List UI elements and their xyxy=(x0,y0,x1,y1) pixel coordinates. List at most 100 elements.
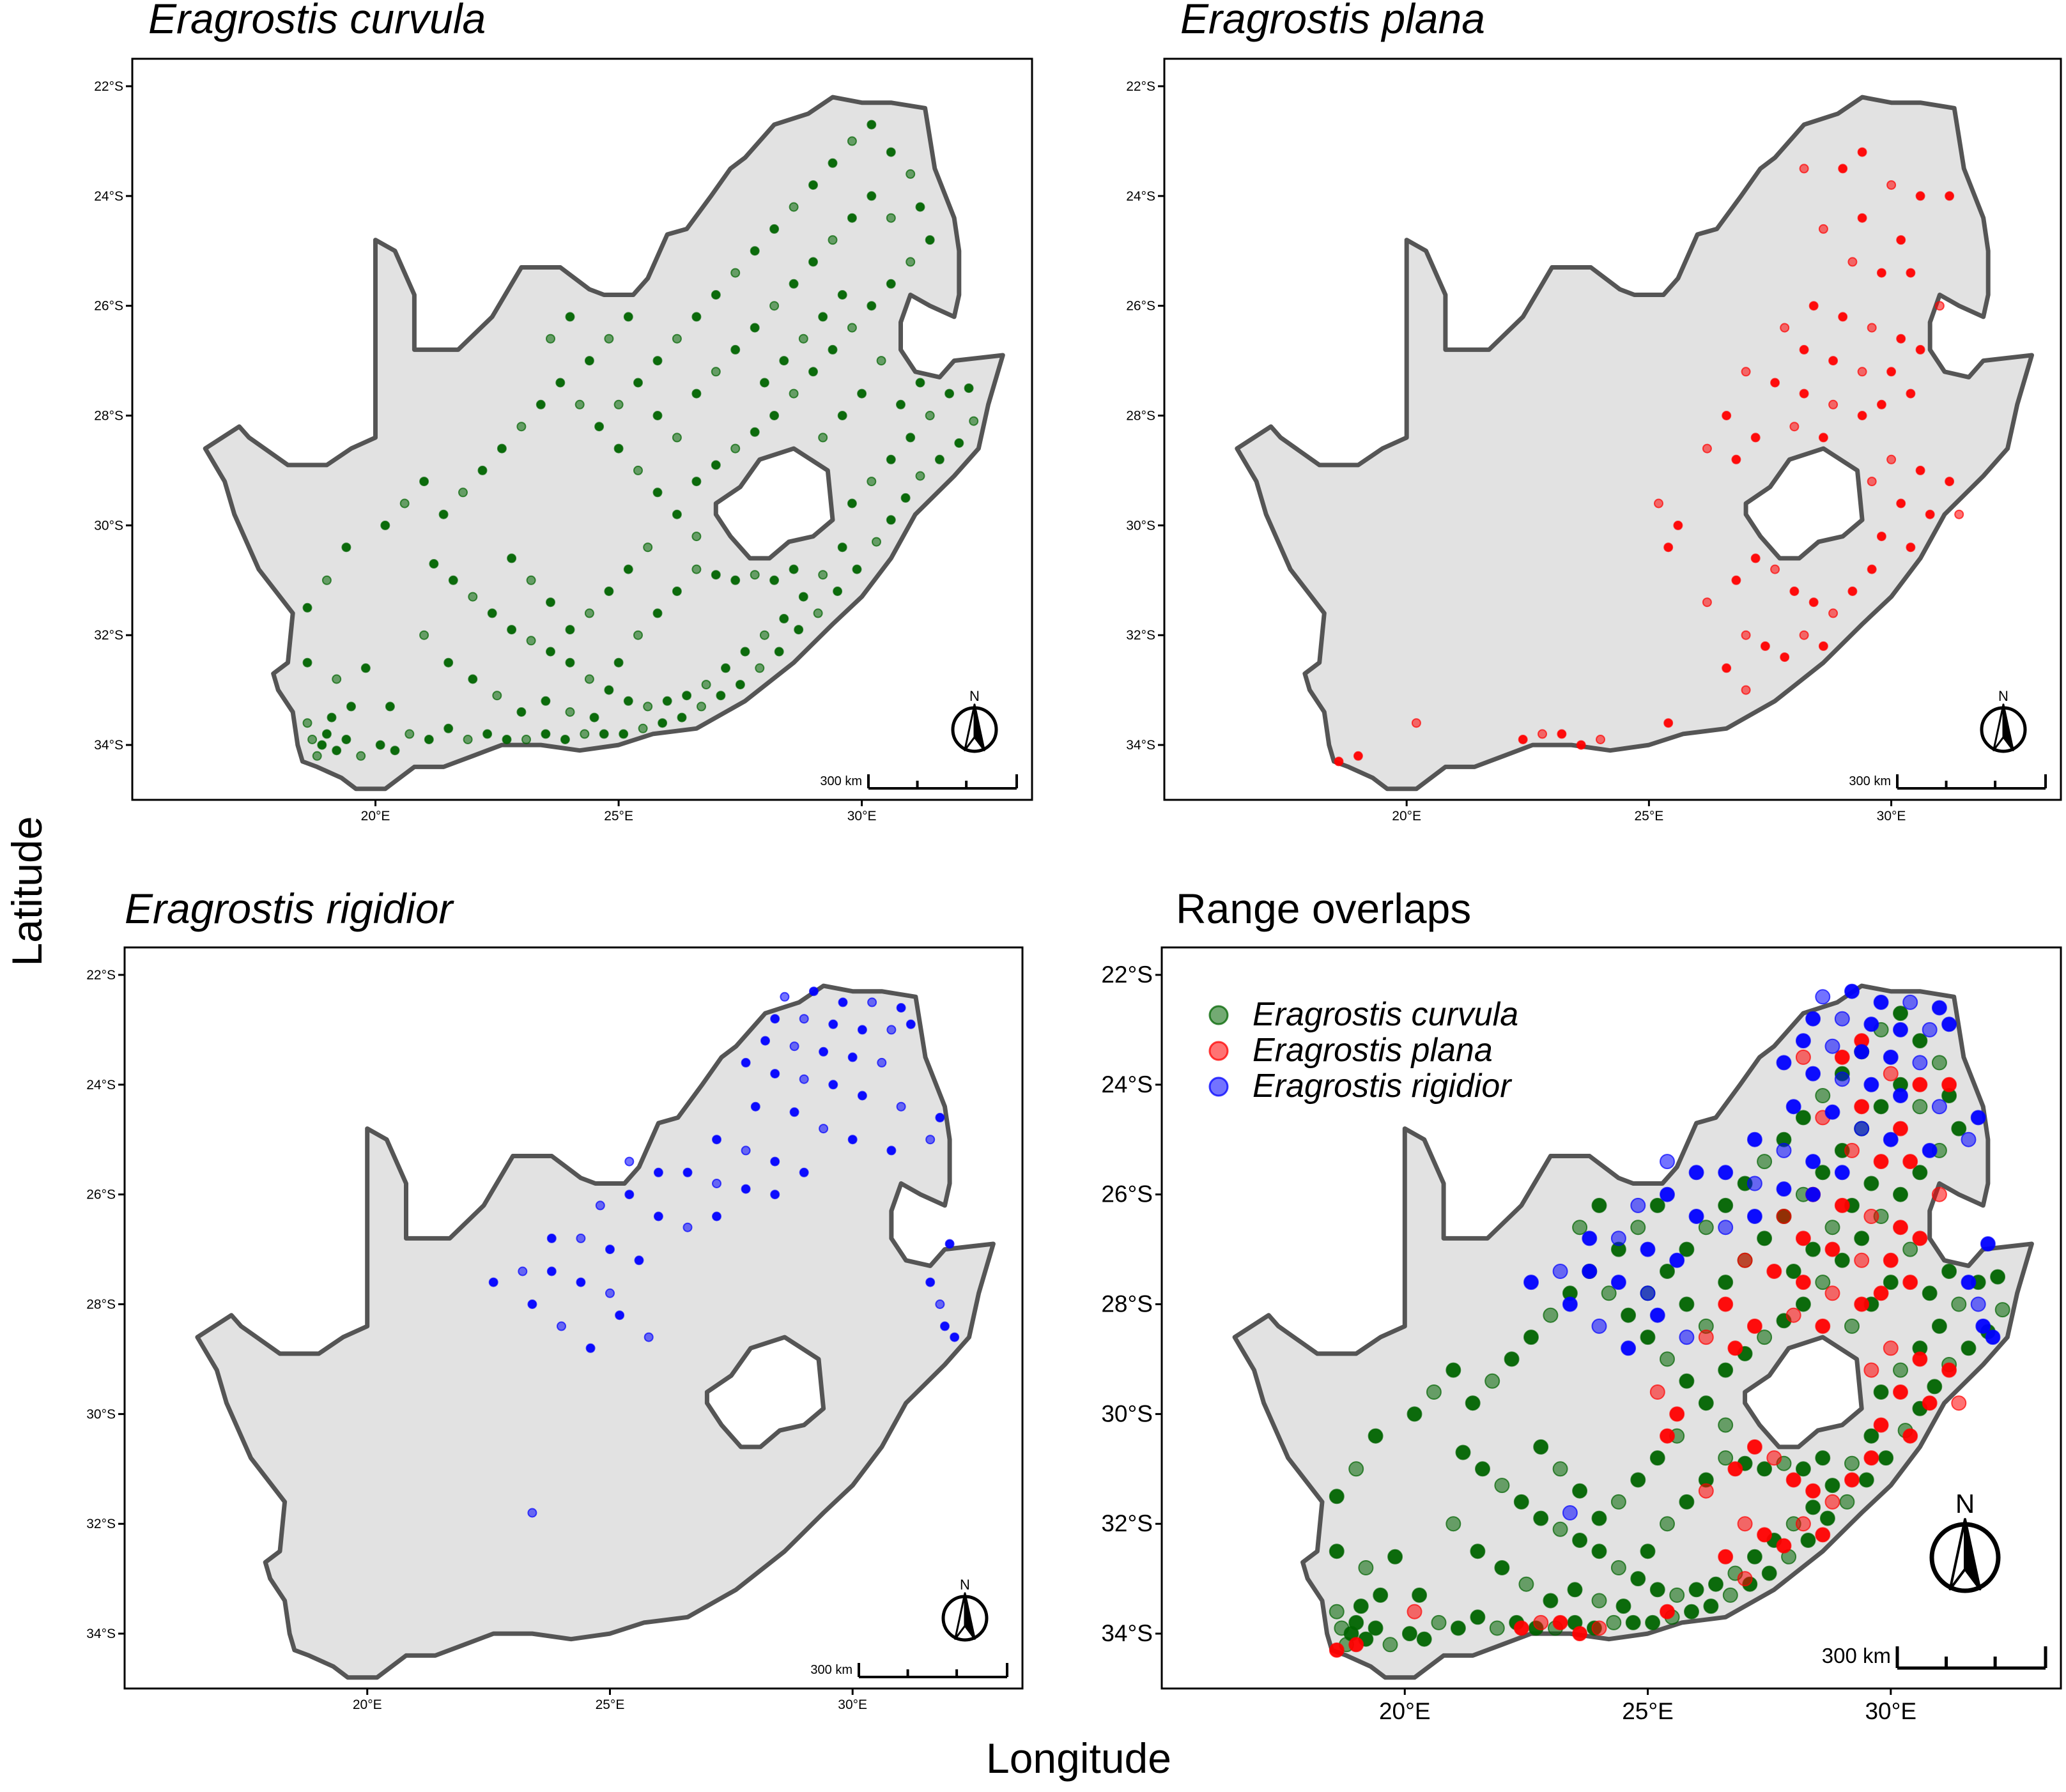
occurrence-point xyxy=(1854,1121,1870,1137)
occurrence-point xyxy=(896,399,906,410)
y-tick-label: 26°S xyxy=(1101,1181,1153,1207)
scale-bar-label: 300 km xyxy=(820,774,862,788)
occurrence-point xyxy=(906,169,916,179)
occurrence-point xyxy=(808,986,819,997)
occurrence-point xyxy=(730,344,741,355)
occurrence-point xyxy=(1863,1428,1879,1444)
occurrence-point xyxy=(1329,1489,1345,1505)
occurrence-point xyxy=(595,1200,605,1211)
x-tick-label: 30°E xyxy=(838,1697,867,1712)
occurrence-point xyxy=(507,553,517,563)
occurrence-point xyxy=(487,608,497,618)
occurrence-point xyxy=(1445,1516,1461,1532)
occurrence-point xyxy=(1828,608,1839,618)
occurrence-point xyxy=(1883,1252,1899,1268)
occurrence-point xyxy=(1576,740,1586,750)
occurrence-point xyxy=(1834,1197,1850,1213)
occurrence-point xyxy=(1630,1197,1646,1213)
x-tick-label: 30°E xyxy=(1877,809,1906,823)
occurrence-point xyxy=(1538,729,1547,739)
occurrence-point xyxy=(838,997,848,1007)
occurrence-point xyxy=(1902,994,1918,1010)
occurrence-point xyxy=(516,422,527,432)
occurrence-point xyxy=(867,477,877,487)
occurrence-point xyxy=(1770,378,1780,388)
occurrence-point xyxy=(555,378,566,388)
occurrence-point xyxy=(1688,1209,1704,1224)
occurrence-point xyxy=(691,312,702,322)
x-tick-label: 25°E xyxy=(1634,809,1663,823)
occurrence-point xyxy=(1649,1307,1665,1323)
occurrence-point xyxy=(1649,1384,1665,1400)
occurrence-point xyxy=(623,312,633,322)
occurrence-point xyxy=(1688,1582,1704,1598)
occurrence-point xyxy=(1746,1131,1762,1147)
occurrence-point xyxy=(1941,1264,1957,1279)
occurrence-point xyxy=(808,367,818,377)
occurrence-point xyxy=(546,597,555,608)
occurrence-point xyxy=(847,213,857,223)
occurrence-point xyxy=(477,465,488,475)
occurrence-point xyxy=(541,729,551,739)
occurrence-point xyxy=(1970,1110,1986,1126)
occurrence-point xyxy=(643,701,653,712)
occurrence-point xyxy=(867,119,877,130)
scale-bar: 300 km xyxy=(1822,1644,2047,1670)
occurrence-point xyxy=(1567,1582,1583,1598)
occurrence-point xyxy=(789,279,799,289)
occurrence-point xyxy=(944,1239,955,1249)
occurrence-point xyxy=(546,333,555,344)
occurrence-point xyxy=(1873,1099,1889,1115)
occurrence-point xyxy=(672,433,682,443)
y-tick-label: 32°S xyxy=(1101,1510,1153,1536)
occurrence-point xyxy=(1912,1230,1928,1246)
x-tick-label: 20°E xyxy=(353,1697,382,1712)
occurrence-point xyxy=(691,388,702,399)
occurrence-point xyxy=(580,729,590,739)
x-tick-label: 20°E xyxy=(361,809,390,823)
occurrence-point xyxy=(1945,191,1955,201)
occurrence-point xyxy=(1698,1329,1714,1345)
occurrence-point xyxy=(906,1019,916,1029)
occurrence-point xyxy=(682,691,692,701)
occurrence-point xyxy=(1838,312,1848,322)
occurrence-point xyxy=(925,235,935,245)
occurrence-point xyxy=(852,564,862,574)
occurrence-point xyxy=(677,712,687,723)
occurrence-point xyxy=(1815,1275,1831,1290)
occurrence-point xyxy=(750,427,760,437)
occurrence-point xyxy=(1761,1565,1777,1581)
occurrence-point xyxy=(1455,1444,1471,1460)
occurrence-point xyxy=(1572,1220,1588,1236)
occurrence-point xyxy=(1799,388,1809,399)
occurrence-point xyxy=(1679,1373,1695,1389)
occurrence-point xyxy=(1746,1176,1762,1191)
occurrence-point xyxy=(886,515,896,525)
occurrence-point xyxy=(900,493,911,503)
occurrence-point xyxy=(769,575,780,585)
scale-bar-label: 300 km xyxy=(810,1663,852,1677)
occurrence-point xyxy=(1591,1620,1607,1636)
occurrence-point xyxy=(1805,1499,1821,1515)
occurrence-point xyxy=(1533,1510,1549,1526)
occurrence-point xyxy=(1815,1318,1831,1334)
occurrence-point xyxy=(1401,1626,1417,1642)
occurrence-point xyxy=(565,707,575,717)
occurrence-point xyxy=(1776,1055,1792,1071)
occurrence-point xyxy=(653,1167,663,1177)
occurrence-point xyxy=(741,1057,751,1068)
occurrence-point xyxy=(799,1167,809,1177)
occurrence-point xyxy=(424,735,434,744)
occurrence-point xyxy=(1353,1598,1369,1614)
occurrence-point xyxy=(1504,1351,1520,1367)
x-axis-title: Longitude xyxy=(986,1735,1171,1782)
occurrence-point xyxy=(1601,1285,1617,1301)
occurrence-point xyxy=(1718,1362,1734,1378)
occurrence-point xyxy=(1912,1033,1928,1049)
occurrence-point xyxy=(896,1003,906,1013)
occurrence-point xyxy=(1805,1483,1821,1499)
occurrence-point xyxy=(1857,367,1867,377)
occurrence-point xyxy=(1896,333,1906,344)
occurrence-point xyxy=(1770,564,1780,574)
legend-swatch xyxy=(1208,1041,1229,1061)
